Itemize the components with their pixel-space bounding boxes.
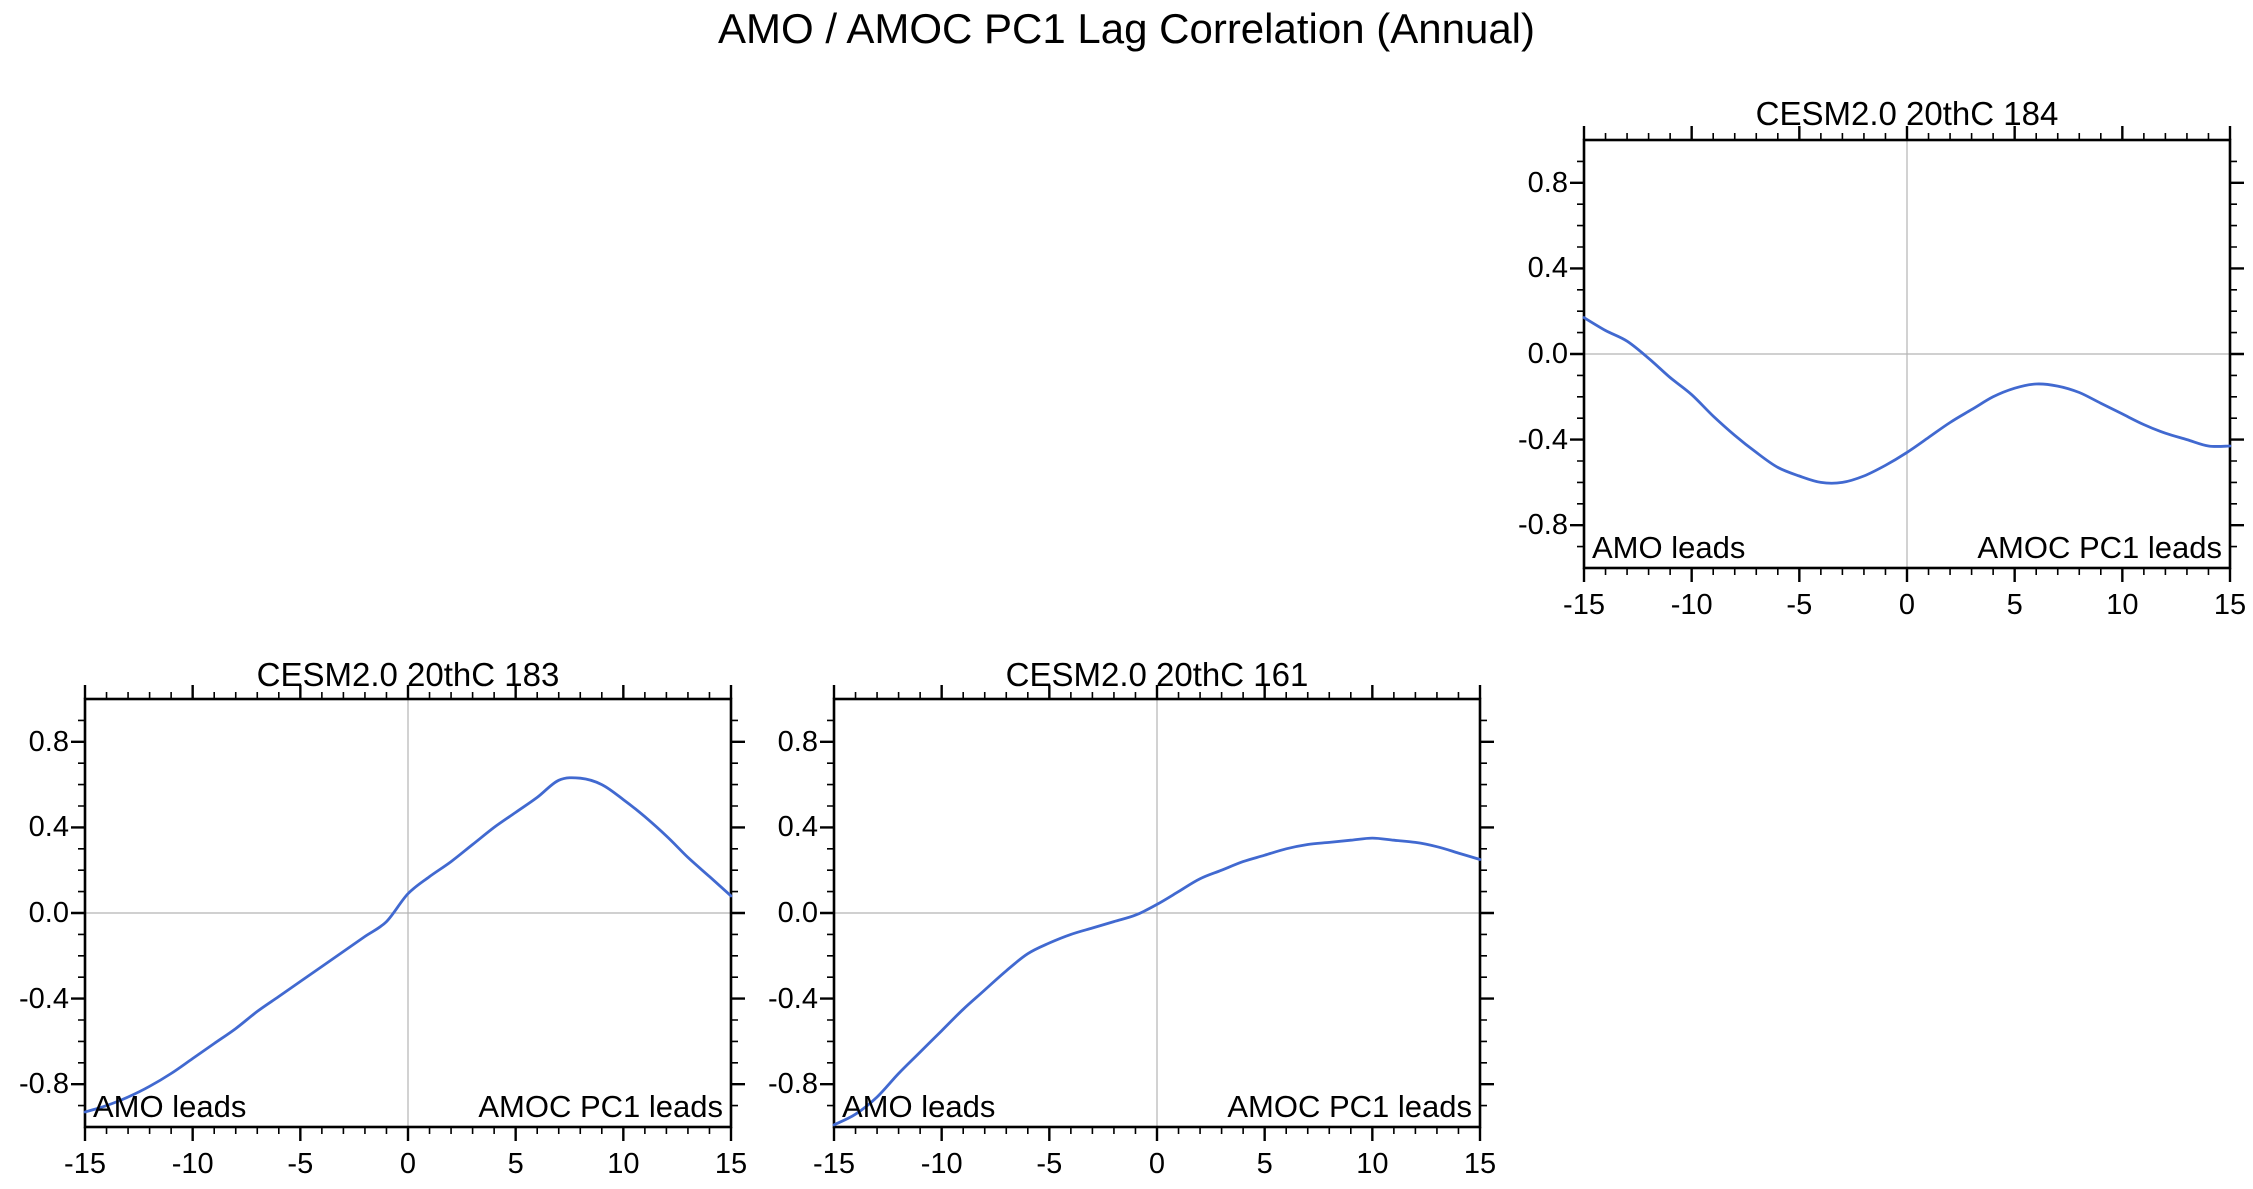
x-tick-label: 0: [1148, 1148, 1166, 1180]
lag-correlation-curve: [832, 836, 1482, 1127]
figure-title: AMO / AMOC PC1 Lag Correlation (Annual): [718, 5, 1535, 52]
x-tick-label: 10: [607, 1148, 640, 1180]
y-tick-label: -0.8: [19, 1068, 69, 1101]
plot-box-frame: [1582, 138, 2232, 570]
y-tick-label: 0.0: [777, 897, 818, 929]
x-tick-label: 0: [399, 1148, 417, 1180]
x-tick-label: -15: [1563, 589, 1605, 621]
y-tick-label: -0.4: [19, 982, 69, 1015]
plot-box-frame: [83, 697, 733, 1129]
x-tick-label: -15: [813, 1148, 855, 1180]
amo-leads-label-184: AMO leads: [1592, 530, 1746, 565]
amoc-pc1-leads-label-161: AMOC PC1 leads: [1227, 1089, 1472, 1124]
y-tick-label: 0.0: [28, 897, 69, 929]
x-tick-label: 15: [2213, 589, 2247, 621]
plot-panel: [820, 685, 1494, 1141]
plot-box-frame: [832, 697, 1482, 1129]
major-ticks: [71, 685, 745, 1141]
y-tick-label: 0.8: [28, 725, 69, 758]
y-tick-label: 0.4: [777, 811, 818, 844]
x-tick-label: -10: [1670, 589, 1713, 621]
minor-ticks: [827, 692, 1487, 1134]
amoc-pc1-leads-label-184: AMOC PC1 leads: [1977, 530, 2222, 565]
y-tick-label: 0.0: [1527, 338, 1568, 370]
y-tick-label: -0.8: [1518, 509, 1568, 542]
x-tick-label: -5: [287, 1148, 314, 1180]
panel-title-cesm2-183: CESM2.0 20thC 183: [256, 656, 560, 693]
major-ticks: [1570, 126, 2244, 582]
x-tick-label: -5: [1786, 589, 1813, 621]
x-tick-label: -10: [920, 1148, 963, 1180]
x-tick-label: -5: [1036, 1148, 1063, 1180]
x-tick-label: 15: [714, 1148, 748, 1180]
x-tick-label: -10: [171, 1148, 214, 1180]
y-tick-label: -0.4: [768, 982, 818, 1015]
amoc-pc1-leads-label-183: AMOC PC1 leads: [478, 1089, 723, 1124]
panel-title-cesm2-161: CESM2.0 20thC 161: [1005, 656, 1309, 693]
amo-leads-label-161: AMO leads: [842, 1089, 996, 1124]
x-tick-label: 5: [2006, 589, 2023, 621]
minor-ticks: [1577, 133, 2237, 575]
y-tick-label: 0.4: [1527, 252, 1568, 285]
x-tick-label: 5: [1256, 1148, 1273, 1180]
x-tick-label: 15: [1463, 1148, 1497, 1180]
minor-ticks: [78, 692, 738, 1134]
x-tick-label: 5: [507, 1148, 524, 1180]
y-tick-label: -0.8: [768, 1068, 818, 1101]
major-ticks: [820, 685, 1494, 1141]
x-tick-label: 0: [1898, 589, 1916, 621]
y-tick-label: 0.8: [1527, 166, 1568, 199]
lag-correlation-curve: [1582, 316, 2232, 485]
amo-leads-label-183: AMO leads: [93, 1089, 247, 1124]
x-tick-label: 10: [1356, 1148, 1389, 1180]
y-tick-label: 0.4: [28, 811, 69, 844]
x-tick-label: 10: [2106, 589, 2139, 621]
plot-panel: [71, 685, 745, 1141]
lag-correlation-curve: [83, 776, 733, 1114]
plot-panel: [1570, 126, 2244, 582]
y-tick-label: 0.8: [777, 725, 818, 758]
y-tick-label: -0.4: [1518, 423, 1568, 456]
x-tick-label: -15: [64, 1148, 106, 1180]
panel-title-cesm2-184: CESM2.0 20thC 184: [1755, 95, 2059, 132]
